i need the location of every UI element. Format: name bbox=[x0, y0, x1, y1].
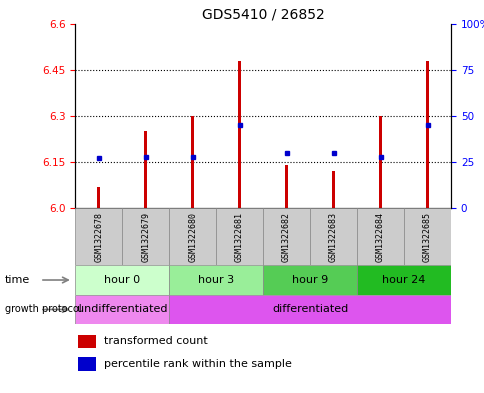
Bar bbox=[169, 295, 450, 324]
Text: GSM1322678: GSM1322678 bbox=[94, 212, 103, 262]
Bar bbox=[378, 116, 381, 208]
Bar bbox=[356, 265, 450, 295]
Text: GSM1322685: GSM1322685 bbox=[422, 212, 431, 262]
Text: growth protocol: growth protocol bbox=[5, 305, 81, 314]
Bar bbox=[144, 131, 147, 208]
Text: GSM1322681: GSM1322681 bbox=[235, 212, 243, 262]
Bar bbox=[262, 265, 356, 295]
Bar bbox=[75, 295, 169, 324]
Text: transformed count: transformed count bbox=[104, 336, 208, 346]
Bar bbox=[191, 116, 194, 208]
Text: GSM1322679: GSM1322679 bbox=[141, 212, 150, 262]
Text: differentiated: differentiated bbox=[272, 305, 348, 314]
Bar bbox=[169, 208, 216, 265]
Text: GSM1322683: GSM1322683 bbox=[329, 212, 337, 262]
Text: hour 3: hour 3 bbox=[197, 275, 234, 285]
Text: hour 9: hour 9 bbox=[291, 275, 328, 285]
Text: time: time bbox=[5, 275, 30, 285]
Bar bbox=[75, 208, 122, 265]
Bar bbox=[169, 265, 262, 295]
Bar bbox=[75, 265, 169, 295]
Bar bbox=[77, 335, 96, 348]
Bar bbox=[238, 61, 241, 208]
Bar bbox=[262, 208, 309, 265]
Bar bbox=[77, 357, 96, 371]
Text: percentile rank within the sample: percentile rank within the sample bbox=[104, 359, 291, 369]
Bar bbox=[97, 187, 100, 208]
Text: undifferentiated: undifferentiated bbox=[77, 305, 167, 314]
Text: GSM1322680: GSM1322680 bbox=[188, 212, 197, 262]
Bar bbox=[331, 171, 334, 208]
Bar bbox=[216, 208, 262, 265]
Text: hour 24: hour 24 bbox=[381, 275, 425, 285]
Bar bbox=[356, 208, 403, 265]
Bar bbox=[425, 61, 428, 208]
Text: hour 0: hour 0 bbox=[104, 275, 140, 285]
Text: GSM1322682: GSM1322682 bbox=[282, 212, 290, 262]
Bar bbox=[285, 165, 287, 208]
Bar bbox=[122, 208, 169, 265]
Title: GDS5410 / 26852: GDS5410 / 26852 bbox=[201, 7, 324, 21]
Text: GSM1322684: GSM1322684 bbox=[375, 212, 384, 262]
Bar bbox=[309, 208, 356, 265]
Bar bbox=[403, 208, 450, 265]
